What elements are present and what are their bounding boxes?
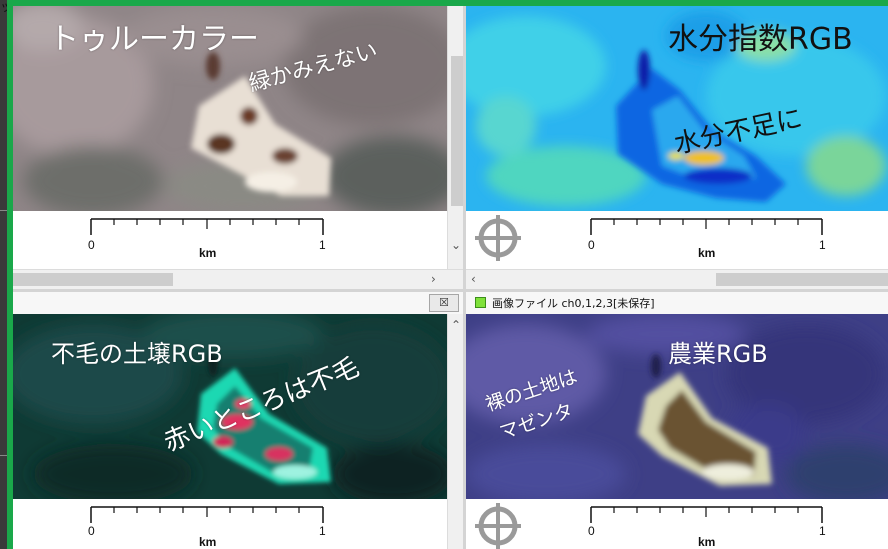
window-title: 画像ファイル ch0,1,2,3[未保存] xyxy=(492,297,655,310)
scale-start: 0 xyxy=(588,238,595,252)
scroll-right-arrow[interactable]: › xyxy=(431,272,436,286)
background-divider xyxy=(0,210,7,211)
scale-bar: 0 km 1 xyxy=(13,211,447,269)
scale-start: 0 xyxy=(588,524,595,538)
panel-title: 農業RGB xyxy=(668,340,768,368)
crosshair-icon[interactable] xyxy=(475,503,521,549)
pane-divider xyxy=(13,289,888,292)
window-titlebar: 画像ファイル ch0,1,2,3[未保存] xyxy=(466,292,888,315)
panel-agriculture: 画像ファイル ch0,1,2,3[未保存] xyxy=(466,292,888,549)
vertical-scrollbar[interactable]: ⌄ xyxy=(447,6,463,269)
crosshair-icon[interactable] xyxy=(475,215,521,261)
comparison-frame: トゥルーカラー 緑かみえない 0 km 1 ⌄ xyxy=(7,0,888,549)
scroll-up-arrow[interactable]: ⌃ xyxy=(451,318,462,332)
scale-unit: km xyxy=(199,535,216,549)
scale-start: 0 xyxy=(88,524,95,538)
scale-unit: km xyxy=(698,535,715,549)
pane-divider xyxy=(463,6,466,549)
background-window-edge: ッ xyxy=(0,0,13,549)
barren-image xyxy=(13,314,447,499)
window-icon xyxy=(475,297,486,308)
scrollbar-thumb[interactable] xyxy=(13,273,173,286)
background-divider xyxy=(0,455,7,456)
scale-bar: 0 km 1 xyxy=(13,499,447,549)
scale-unit: km xyxy=(698,246,715,260)
window-titlebar: ☒ xyxy=(13,292,463,315)
scale-bar: 0 km 1 xyxy=(466,211,888,269)
agriculture-image xyxy=(466,314,888,499)
scroll-down-arrow[interactable]: ⌄ xyxy=(451,238,462,252)
horizontal-scrollbar[interactable]: ‹ xyxy=(466,269,888,289)
scrollbar-thumb[interactable] xyxy=(451,56,463,206)
panel-barren: ☒ xyxy=(13,292,463,549)
horizontal-scrollbar[interactable]: › xyxy=(13,269,463,289)
scroll-left-arrow[interactable]: ‹ xyxy=(471,272,476,286)
panel-true-color: トゥルーカラー 緑かみえない 0 km 1 ⌄ xyxy=(13,6,463,289)
panel-moisture: 水分指数RGB 水分不足に 0 xyxy=(466,6,888,289)
panel-title: 不毛の土壌RGB xyxy=(51,340,223,368)
scrollbar-thumb[interactable] xyxy=(716,273,888,286)
scale-end: 1 xyxy=(319,238,326,252)
close-button[interactable]: ☒ xyxy=(429,294,459,312)
panel-title: 水分指数RGB xyxy=(668,22,853,57)
scale-unit: km xyxy=(199,246,216,260)
scale-end: 1 xyxy=(319,524,326,538)
vertical-scrollbar[interactable]: ⌃ xyxy=(447,314,463,549)
scale-bar: 0 km 1 xyxy=(466,499,888,549)
scale-end: 1 xyxy=(819,524,826,538)
moisture-image xyxy=(466,6,888,211)
scale-end: 1 xyxy=(819,238,826,252)
scale-start: 0 xyxy=(88,238,95,252)
true-color-image xyxy=(13,6,447,211)
panel-title: トゥルーカラー xyxy=(49,22,259,57)
